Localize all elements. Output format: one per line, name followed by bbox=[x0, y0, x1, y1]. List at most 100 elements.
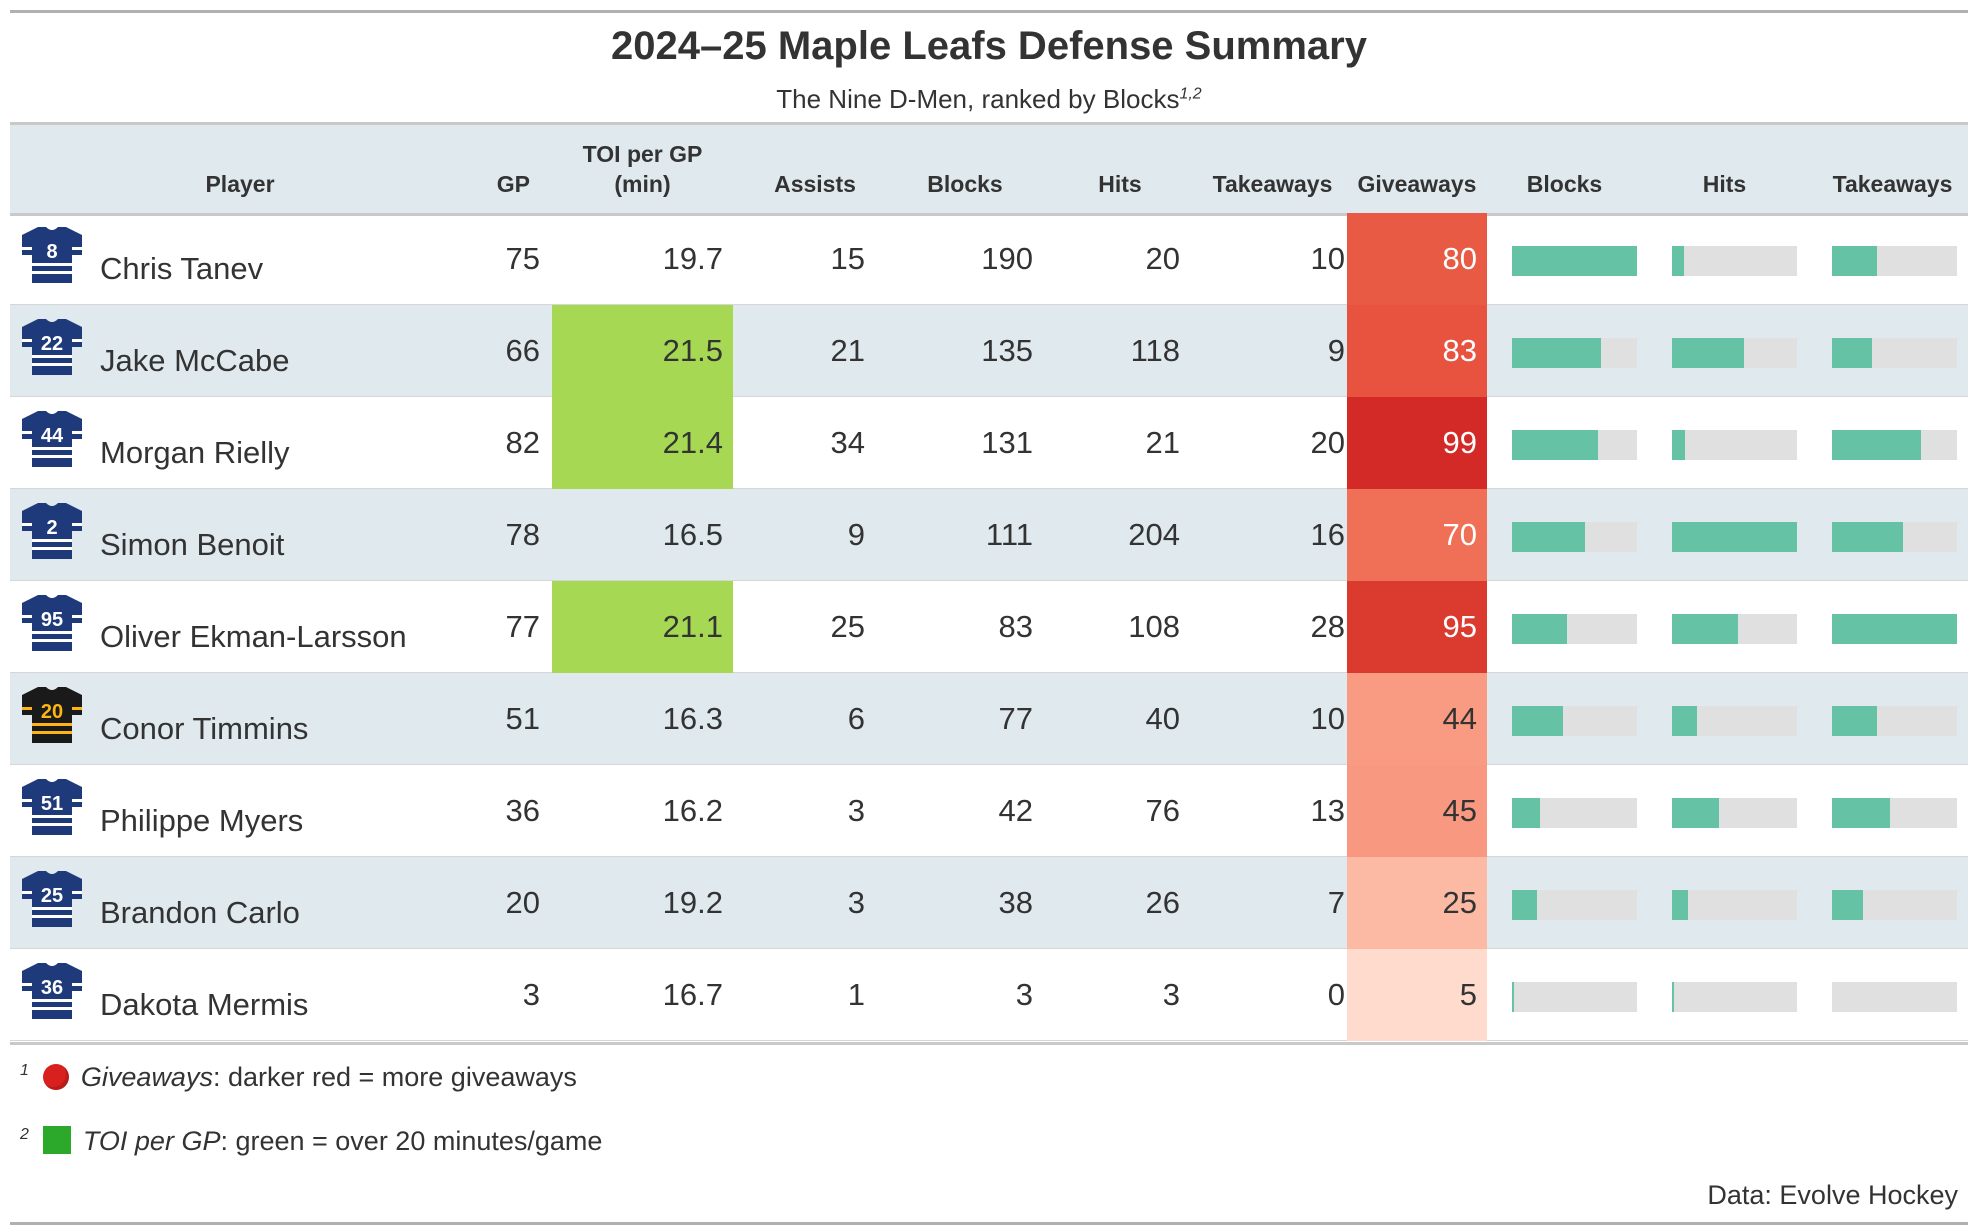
jersey-icon: 95 bbox=[22, 595, 82, 651]
jersey-number: 20 bbox=[41, 701, 63, 723]
bar-takeaways bbox=[1832, 706, 1877, 736]
cell-gp: 20 bbox=[505, 885, 540, 920]
red-circle-icon bbox=[42, 1064, 69, 1090]
bottom-rule bbox=[10, 1222, 1968, 1225]
cell-hits: 76 bbox=[1145, 793, 1180, 828]
cell-takeaways: 10 bbox=[1310, 241, 1345, 276]
cell-toi: 16.3 bbox=[662, 701, 723, 736]
bar-hits-track bbox=[1672, 246, 1797, 276]
jersey-number: 22 bbox=[41, 333, 63, 355]
table-row: 95 Oliver Ekman-Larsson 77 21.1 25 83 108 28 95 bbox=[10, 581, 1968, 673]
footnote-term: TOI per GP bbox=[82, 1126, 221, 1156]
table-row: 51 Philippe Myers 36 16.2 3 42 76 13 45 bbox=[10, 765, 1968, 857]
cell-hits: 26 bbox=[1145, 885, 1180, 920]
footnote-toi: 2 TOI per GP: green = over 20 minutes/gam… bbox=[20, 1126, 602, 1157]
cell-blocks: 42 bbox=[998, 793, 1033, 828]
cell-takeaways: 20 bbox=[1310, 425, 1345, 460]
bar-takeaways-track bbox=[1832, 614, 1957, 644]
player-name: Philippe Myers bbox=[100, 803, 304, 838]
cell-giveaways: 5 bbox=[1459, 977, 1477, 1012]
footnote-mark: 2 bbox=[20, 1126, 29, 1143]
table-bottom-rule bbox=[10, 1042, 1968, 1045]
cell-gp: 78 bbox=[505, 517, 540, 552]
cell-blocks: 83 bbox=[998, 609, 1033, 644]
jersey-number: 8 bbox=[46, 241, 57, 263]
player-name: Morgan Rielly bbox=[100, 435, 290, 470]
jersey-icon: 8 bbox=[22, 227, 82, 283]
cell-assists: 3 bbox=[847, 793, 865, 828]
bar-hits-track bbox=[1672, 522, 1797, 552]
player-name: Brandon Carlo bbox=[100, 895, 300, 930]
cell-giveaways: 83 bbox=[1442, 333, 1477, 368]
cell-toi: 16.7 bbox=[662, 977, 723, 1012]
jersey-number: 44 bbox=[41, 425, 64, 447]
footnote-term: Giveaways bbox=[80, 1062, 213, 1092]
bar-hits bbox=[1672, 430, 1685, 460]
cell-toi: 16.2 bbox=[662, 793, 723, 828]
cell-takeaways: 9 bbox=[1327, 333, 1345, 368]
cell-takeaways: 28 bbox=[1310, 609, 1345, 644]
giveaways-heat-cell bbox=[1347, 949, 1487, 1041]
bar-blocks-track bbox=[1512, 614, 1637, 644]
subtitle-text: The Nine D-Men, ranked by Blocks bbox=[776, 84, 1180, 114]
player-name: Chris Tanev bbox=[100, 251, 264, 286]
header-assists: Assists bbox=[774, 171, 856, 197]
bar-takeaways bbox=[1832, 798, 1891, 828]
footnote-giveaways: 1 Giveaways: darker red = more giveaways bbox=[20, 1062, 577, 1093]
bar-takeaways-track bbox=[1832, 522, 1957, 552]
cell-gp: 82 bbox=[505, 425, 540, 460]
bar-blocks bbox=[1512, 246, 1637, 276]
data-source: Data: Evolve Hockey bbox=[1707, 1180, 1958, 1210]
bar-blocks bbox=[1512, 338, 1601, 368]
summary-table-figure: 2024–25 Maple Leafs Defense Summary The … bbox=[10, 10, 1968, 1225]
bar-hits bbox=[1672, 982, 1674, 1012]
jersey-number: 51 bbox=[41, 793, 63, 815]
cell-hits: 20 bbox=[1145, 241, 1180, 276]
cell-hits: 40 bbox=[1145, 701, 1180, 736]
bar-hits bbox=[1672, 890, 1688, 920]
bar-blocks bbox=[1512, 522, 1586, 552]
bar-takeaways-track bbox=[1832, 430, 1957, 460]
bar-blocks-track bbox=[1512, 338, 1637, 368]
bar-hits bbox=[1672, 706, 1697, 736]
giveaways-heat-cell bbox=[1347, 213, 1487, 305]
bar-hits-track bbox=[1672, 890, 1797, 920]
bar-blocks-track bbox=[1512, 890, 1637, 920]
bar-blocks bbox=[1512, 706, 1563, 736]
bar-hits bbox=[1672, 798, 1719, 828]
header-hits: Hits bbox=[1098, 171, 1142, 197]
cell-gp: 51 bbox=[505, 701, 540, 736]
header-bar-takeaways: Takeaways bbox=[1832, 171, 1953, 197]
cell-assists: 9 bbox=[847, 517, 865, 552]
footnote-mark: 1 bbox=[20, 1062, 29, 1079]
bar-hits-track bbox=[1672, 430, 1797, 460]
jersey-number: 25 bbox=[41, 885, 63, 907]
cell-toi: 21.5 bbox=[662, 333, 723, 368]
bar-takeaways-track bbox=[1832, 706, 1957, 736]
header-toi-line1: TOI per GP bbox=[582, 141, 703, 167]
cell-hits: 3 bbox=[1162, 977, 1180, 1012]
jersey-number: 2 bbox=[46, 517, 57, 539]
cell-giveaways: 95 bbox=[1442, 609, 1477, 644]
cell-assists: 21 bbox=[830, 333, 865, 368]
player-name: Conor Timmins bbox=[100, 711, 309, 746]
cell-blocks: 38 bbox=[998, 885, 1033, 920]
giveaways-heat-cell bbox=[1347, 397, 1487, 489]
table-row: 20 Conor Timmins 51 16.3 6 77 40 10 44 bbox=[10, 673, 1968, 765]
cell-toi: 19.7 bbox=[662, 241, 723, 276]
cell-blocks: 77 bbox=[998, 701, 1033, 736]
cell-blocks: 111 bbox=[985, 517, 1033, 552]
subtitle-footnote-marks: 1,2 bbox=[1179, 85, 1202, 103]
jersey-icon: 44 bbox=[22, 411, 82, 467]
bar-blocks bbox=[1512, 614, 1567, 644]
cell-toi: 21.1 bbox=[662, 609, 723, 644]
cell-hits: 204 bbox=[1128, 517, 1180, 552]
footnote-text: : green = over 20 minutes/game bbox=[220, 1126, 603, 1156]
bar-blocks bbox=[1512, 982, 1514, 1012]
cell-hits: 21 bbox=[1145, 425, 1180, 460]
table-subtitle: The Nine D-Men, ranked by Blocks1,2 bbox=[10, 84, 1968, 115]
giveaways-heat-cell bbox=[1347, 673, 1487, 765]
cell-toi: 21.4 bbox=[662, 425, 723, 460]
giveaways-heat-cell bbox=[1347, 489, 1487, 581]
cell-giveaways: 44 bbox=[1442, 701, 1477, 736]
